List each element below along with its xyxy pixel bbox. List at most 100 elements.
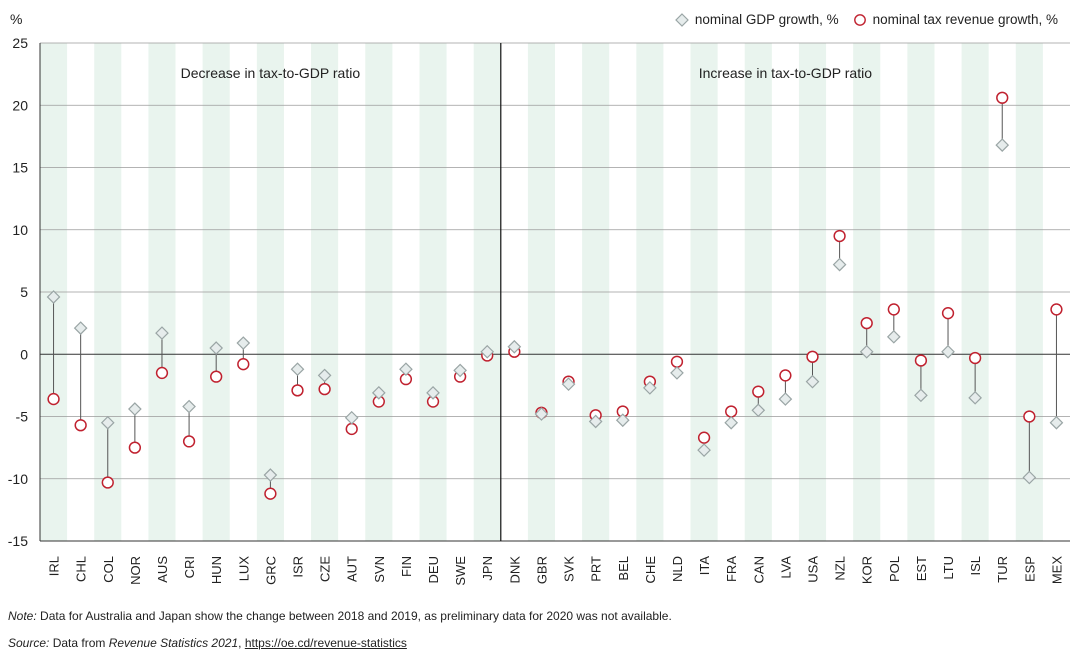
tax-point-pol	[887, 303, 900, 316]
x-tick-label-ita: ITA	[697, 556, 712, 576]
tax-point-fra	[725, 405, 738, 418]
x-tick-label-aut: AUT	[345, 556, 360, 582]
y-tick-label: 10	[12, 222, 28, 238]
tax-point-nor	[128, 441, 142, 454]
gdp-point-chl	[73, 321, 88, 335]
tax-point-usa	[806, 350, 819, 363]
section-label-increase: Increase in tax-to-GDP ratio	[699, 65, 872, 81]
tax-point-cri	[182, 435, 196, 448]
gdp-point-tur	[995, 138, 1010, 152]
gdp-point-cri	[182, 399, 196, 414]
tax-point-col	[101, 476, 114, 489]
x-tick-label-ltu: LTU	[941, 556, 956, 580]
x-tick-label-esp: ESP	[1022, 556, 1037, 582]
x-tick-label-grc: GRC	[263, 556, 278, 585]
source-title: Revenue Statistics 2021	[108, 636, 239, 650]
x-tick-label-deu: DEU	[426, 556, 441, 583]
x-tick-label-svk: SVK	[562, 556, 577, 582]
x-tick-label-aus: AUS	[155, 556, 170, 583]
gdp-point-fra	[724, 415, 739, 430]
x-tick-label-can: CAN	[751, 556, 766, 583]
x-tick-label-usa: USA	[806, 556, 821, 583]
note-text: Data for Australia and Japan show the ch…	[36, 609, 672, 623]
note-label: Note:	[8, 609, 37, 623]
gdp-point-che	[643, 381, 657, 395]
gdp-point-isr	[290, 362, 305, 377]
source-sep: ,	[238, 636, 245, 650]
tax-point-esp	[1023, 410, 1036, 423]
y-tick-label: 20	[12, 97, 28, 113]
y-tick-label: 25	[12, 35, 28, 51]
x-tick-label-est: EST	[914, 556, 929, 581]
x-tick-label-lux: LUX	[236, 556, 251, 582]
chart-note: Note: Data for Australia and Japan show …	[8, 609, 672, 623]
circle-icon	[853, 13, 866, 26]
gdp-point-nld	[670, 366, 684, 380]
gdp-point-nor	[128, 402, 142, 416]
gdp-point-irl	[46, 290, 61, 304]
legend-item-tax: nominal tax revenue growth, %	[853, 12, 1058, 27]
legend: nominal GDP growth, % nominal tax revenu…	[674, 12, 1058, 27]
x-tick-label-chl: CHL	[74, 556, 89, 582]
gdp-point-mex	[1049, 415, 1064, 430]
legend-gdp-label: nominal GDP growth, %	[694, 12, 839, 27]
x-tick-label-mex: MEX	[1049, 556, 1064, 585]
gdp-point-usa	[805, 374, 820, 389]
tax-point-lva	[779, 369, 792, 382]
y-tick-label: -15	[8, 533, 28, 549]
x-tick-label-col: COL	[101, 556, 116, 583]
y-tick-label: -10	[8, 471, 28, 487]
tax-point-aut	[345, 422, 358, 436]
gdp-point-cze	[317, 368, 332, 383]
x-tick-label-bel: BEL	[616, 556, 631, 581]
gdp-point-svk	[561, 377, 576, 391]
tax-point-nld	[670, 355, 684, 368]
tax-point-isr	[291, 384, 304, 397]
source-link[interactable]: https://oe.cd/revenue-statistics	[244, 636, 407, 650]
x-tick-label-cze: CZE	[318, 556, 333, 582]
gdp-point-aut	[344, 410, 359, 425]
tax-point-ita	[697, 431, 711, 444]
tax-point-isl	[968, 351, 982, 365]
gdp-point-pol	[886, 329, 901, 344]
gdp-point-kor	[859, 344, 874, 359]
x-tick-label-dnk: DNK	[507, 556, 522, 584]
gdp-point-ltu	[941, 344, 955, 359]
tax-point-nzl	[833, 229, 846, 243]
x-tick-label-hun: HUN	[209, 556, 224, 584]
section-label-decrease: Decrease in tax-to-GDP ratio	[181, 65, 361, 81]
tax-point-hun	[210, 370, 223, 383]
gdp-point-swe	[453, 363, 467, 378]
chart: -15 -10 -5 0 5 10 15 20 25% Decrease in tax-to-GD…	[8, 11, 1070, 586]
x-tick-label-swe: SWE	[453, 556, 468, 586]
x-tick-label-che: CHE	[643, 556, 658, 584]
gdp-point-lux	[236, 336, 251, 350]
tax-point-cze	[318, 382, 331, 396]
diamond-icon	[674, 12, 689, 27]
tax-point-aus	[155, 366, 169, 380]
tax-point-can	[752, 385, 765, 398]
gdp-point-bel	[615, 413, 630, 428]
tax-point-grc	[264, 487, 277, 500]
chart-source: Source: Data from Revenue Statistics 202…	[8, 636, 407, 650]
x-tick-label-gbr: GBR	[534, 556, 549, 584]
tax-point-lux	[237, 358, 250, 371]
x-tick-label-svn: SVN	[372, 556, 387, 583]
tax-point-mex	[1050, 303, 1063, 316]
x-tick-label-nld: NLD	[670, 556, 685, 582]
source-label: Source:	[8, 636, 50, 650]
gdp-point-est	[914, 388, 928, 403]
gdp-point-isl	[968, 390, 982, 405]
tax-point-irl	[47, 392, 60, 406]
gdp-point-dnk	[507, 339, 522, 354]
y-tick-label: 15	[12, 160, 28, 176]
x-tick-label-prt: PRT	[589, 556, 604, 582]
x-tick-label-isl: ISL	[968, 556, 983, 576]
x-tick-label-fin: FIN	[399, 556, 414, 577]
gdp-point-lva	[778, 392, 793, 406]
gdp-point-grc	[263, 468, 278, 482]
tax-point-chl	[74, 419, 87, 432]
tax-point-ltu	[941, 307, 955, 320]
gdp-point-esp	[1022, 470, 1037, 485]
gdp-point-ita	[697, 443, 711, 457]
